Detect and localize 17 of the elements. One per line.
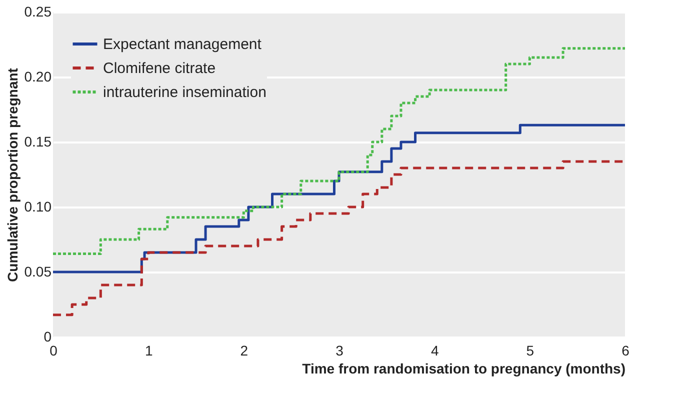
legend-label: Clomifene citrate xyxy=(103,60,216,77)
x-tick-label: 1 xyxy=(144,342,153,358)
y-tick-label: 0 xyxy=(44,328,52,344)
x-tick-label: 3 xyxy=(336,342,344,358)
x-tick-label: 6 xyxy=(622,342,630,358)
y-tick-label: 0.10 xyxy=(24,198,52,214)
y-tick-label: 0.25 xyxy=(24,4,52,20)
x-tick-label: 2 xyxy=(240,342,248,358)
y-tick-label: 0.05 xyxy=(24,264,52,280)
x-tick-label: 4 xyxy=(430,342,439,358)
y-tick-label: 0.20 xyxy=(24,68,52,84)
x-axis-title: Time from randomisation to pregnancy (months) xyxy=(302,360,626,376)
legend-label: Expectant management xyxy=(103,36,262,53)
x-tick-label: 5 xyxy=(526,342,534,358)
y-tick-label: 0.15 xyxy=(24,134,52,150)
y-axis-title: Cumulative proportion pregnant xyxy=(4,68,20,282)
legend-label: intrauterine insemination xyxy=(103,84,266,101)
